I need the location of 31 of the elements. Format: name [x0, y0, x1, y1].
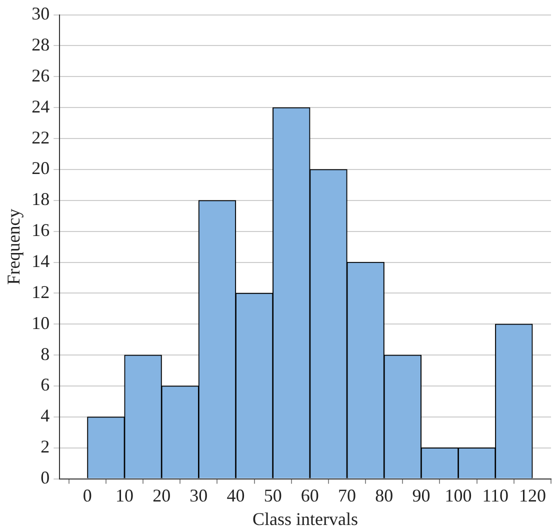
x-axis-title: Class intervals: [252, 508, 358, 529]
x-tick-label: 30: [190, 485, 208, 506]
x-tick-label: 40: [226, 485, 245, 506]
y-tick-label: 16: [32, 220, 50, 240]
x-tick-label: 100: [444, 485, 472, 506]
y-tick-label: 18: [32, 189, 50, 210]
x-tick-label: 10: [116, 485, 134, 506]
y-tick-label: 2: [40, 436, 50, 457]
y-tick-label: 12: [32, 282, 50, 302]
y-tick-label: 26: [32, 65, 50, 86]
x-tick-label: 90: [412, 485, 430, 506]
y-tick-label: 24: [32, 96, 50, 116]
y-tick-label: 8: [40, 344, 50, 364]
y-tick-label: 0: [40, 468, 50, 488]
y-tick-label: 30: [32, 4, 50, 24]
x-tick-label: 70: [338, 485, 356, 506]
y-tick-label: 10: [32, 312, 50, 333]
x-tick-label: 50: [264, 485, 282, 506]
y-tick-label: 28: [32, 34, 50, 54]
y-axis-title: Frequency: [4, 208, 24, 285]
y-tick-label: 4: [40, 406, 50, 426]
x-tick-label: 60: [300, 485, 319, 506]
y-tick-label: 20: [32, 158, 50, 178]
x-tick-label: 0: [82, 485, 92, 506]
y-tick-label: 22: [32, 127, 50, 148]
x-tick-label: 110: [482, 485, 509, 506]
y-tick-label: 14: [32, 251, 50, 271]
x-tick-label: 120: [518, 485, 546, 506]
x-tick-label: 80: [375, 485, 394, 506]
x-tick-label: 20: [152, 485, 171, 506]
y-tick-label: 6: [40, 374, 50, 395]
